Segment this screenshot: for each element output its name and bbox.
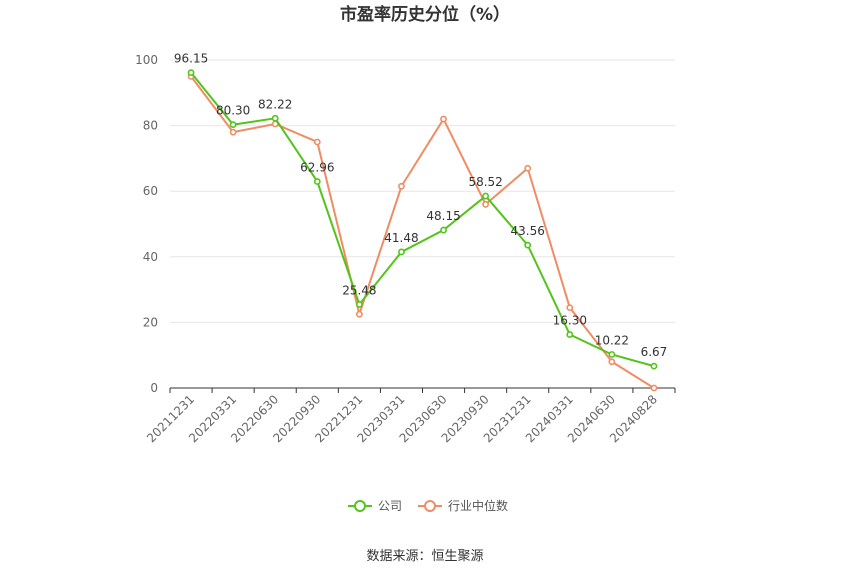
data-point[interactable] — [187, 69, 195, 77]
data-point[interactable] — [608, 351, 616, 358]
data-point[interactable] — [229, 128, 237, 136]
x-axis: 2021123120220331202206302022093020221231… — [144, 387, 676, 445]
data-label: 10.22 — [595, 333, 629, 347]
legend-label: 公司 — [378, 499, 402, 513]
legend[interactable]: 公司 行业中位数 — [348, 498, 508, 513]
y-tick-label: 60 — [143, 184, 158, 198]
data-point[interactable] — [271, 114, 279, 122]
data-point[interactable] — [608, 358, 616, 366]
chart-title: 市盈率历史分位（%） — [340, 4, 510, 25]
data-point[interactable] — [398, 248, 405, 256]
data-point[interactable] — [355, 310, 363, 318]
data-label: 48.15 — [426, 209, 460, 223]
data-point[interactable] — [440, 115, 447, 123]
y-tick-label: 40 — [143, 250, 158, 264]
data-point[interactable] — [313, 138, 321, 146]
series-layer — [187, 69, 658, 392]
data-labels: 96.15 80.30 82.22 62.96 25.48 41.48 48.15 58.52… — [174, 52, 667, 359]
data-label: 6.67 — [641, 345, 668, 359]
data-label: 80.30 — [216, 104, 250, 118]
data-point[interactable] — [650, 362, 658, 370]
data-label: 82.22 — [258, 97, 292, 111]
data-label: 96.15 — [174, 52, 208, 66]
data-point[interactable] — [482, 200, 490, 208]
y-tick-label: 0 — [150, 381, 158, 395]
data-label: 58.52 — [468, 175, 502, 189]
data-point[interactable] — [482, 192, 490, 200]
data-point[interactable] — [524, 164, 532, 172]
data-label: 25.48 — [342, 283, 376, 297]
legend-marker — [354, 500, 366, 512]
data-point[interactable] — [398, 182, 405, 190]
series-line-1 — [190, 75, 655, 389]
legend-item-0[interactable]: 公司 — [348, 499, 402, 513]
source-note: 数据来源：恒生聚源 — [366, 549, 483, 564]
grid-layer — [170, 59, 675, 323]
data-point[interactable] — [440, 226, 447, 234]
y-tick-label: 80 — [143, 119, 158, 133]
data-point[interactable] — [524, 241, 532, 249]
y-axis: 0 20 40 60 80 100 — [135, 53, 158, 395]
data-label: 41.48 — [384, 231, 418, 245]
data-label: 62.96 — [300, 160, 334, 174]
data-point[interactable] — [313, 178, 321, 185]
data-point[interactable] — [566, 304, 574, 312]
data-label: 43.56 — [511, 224, 545, 238]
legend-label: 行业中位数 — [448, 498, 508, 513]
data-point[interactable] — [566, 331, 574, 338]
y-tick-label: 100 — [135, 53, 158, 67]
legend-item-1[interactable]: 行业中位数 — [418, 498, 508, 513]
legend-marker — [424, 500, 436, 512]
data-point[interactable] — [355, 301, 363, 308]
data-label: 16.30 — [553, 314, 587, 328]
data-point[interactable] — [229, 121, 237, 129]
series-line-0 — [190, 71, 655, 368]
data-point[interactable] — [650, 384, 658, 392]
y-tick-label: 20 — [143, 315, 158, 329]
